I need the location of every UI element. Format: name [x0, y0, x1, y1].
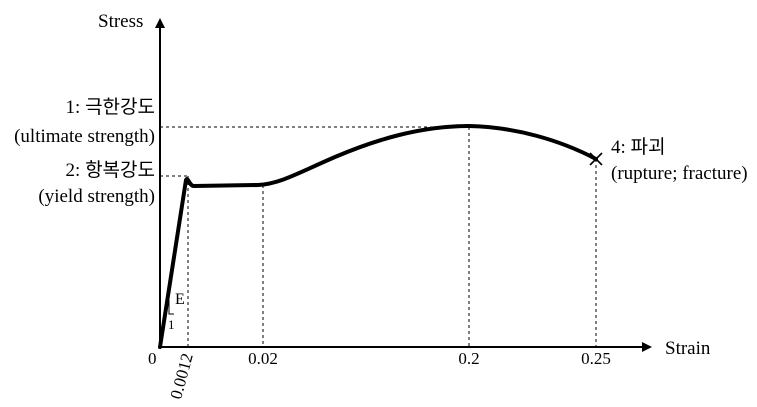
- origin-label: 0: [148, 349, 157, 368]
- yield-strength-label-en: (yield strength): [38, 186, 155, 207]
- slope-label: E: [175, 291, 185, 308]
- x-tick-0-0012: 0.0012: [166, 351, 196, 401]
- stress-strain-curve: [158, 124, 598, 349]
- x-tick-0-02: 0.02: [248, 349, 278, 368]
- slope-triangle: [168, 300, 174, 315]
- guide-lines: [160, 126, 597, 347]
- fracture-x-mark: [589, 152, 603, 166]
- slope-run-label: 1: [168, 317, 175, 332]
- fracture-label-ko: 4: 파괴: [611, 136, 666, 158]
- fracture-label-en: (rupture; fracture): [611, 163, 748, 184]
- ultimate-strength-label-en: (ultimate strength): [14, 126, 155, 147]
- x-axis-label: Strain: [665, 338, 711, 359]
- yield-strength-label-ko: 2: 항복강도: [66, 159, 155, 181]
- ultimate-strength-label-ko: 1: 극한강도: [66, 96, 155, 118]
- x-tick-0-2: 0.2: [458, 349, 479, 368]
- y-axis-label: Stress: [98, 11, 143, 32]
- x-tick-0-25: 0.25: [581, 349, 611, 368]
